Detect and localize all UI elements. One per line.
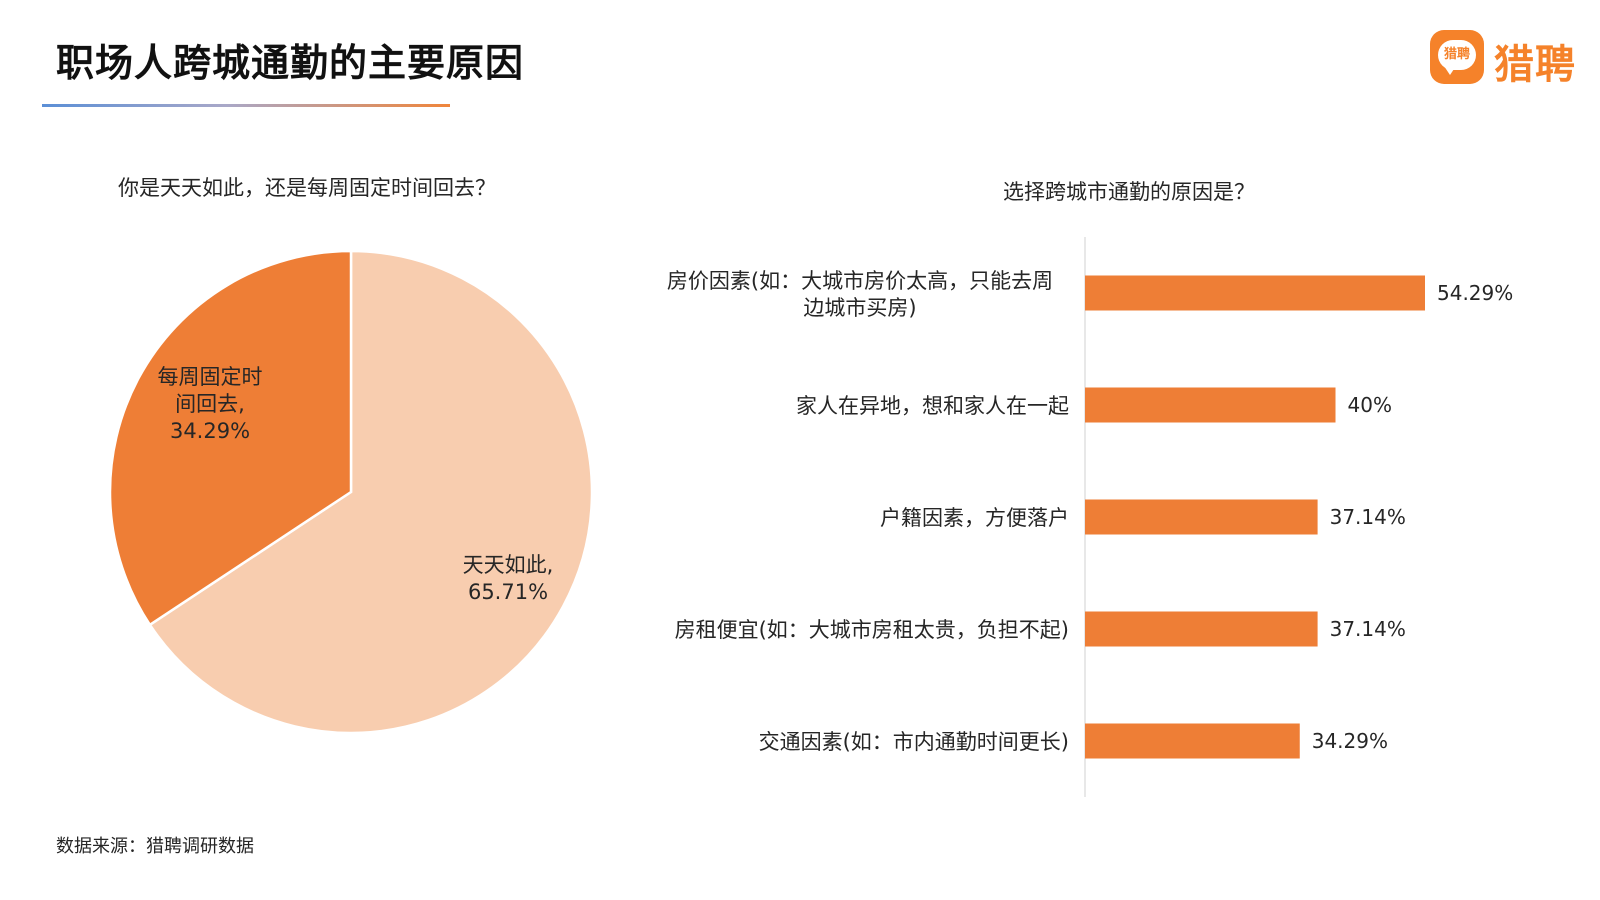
bar-category-label: 交通因素(如：市内通勤时间更长) [759, 730, 1069, 754]
title-underline [42, 104, 450, 107]
bar-value-label: 40% [1348, 393, 1392, 417]
logo-badge-text: 猎聘 [1438, 40, 1476, 70]
bar-value-label: 37.14% [1330, 505, 1406, 529]
pie-chart-title: 你是天天如此，还是每周固定时间回去？ [118, 176, 496, 200]
page-title: 职场人跨城通勤的主要原因 [56, 41, 525, 85]
bar [1085, 387, 1336, 423]
pie-slice [148, 249, 594, 735]
logo-badge-icon: 猎聘 [1430, 30, 1484, 84]
bar-category-label: 房价因素(如：大城市房价太高，只能去周边城市买房) [667, 269, 1053, 320]
data-source-note: 数据来源：猎聘调研数据 [56, 836, 254, 857]
bar-value-label: 37.14% [1330, 617, 1406, 641]
bar-value-label: 34.29% [1312, 729, 1388, 753]
bar-category-label: 房租便宜(如：大城市房租太贵，负担不起) [675, 618, 1069, 642]
pie-slice [108, 249, 353, 627]
pie-slice-label: 天天如此, 65.71% [463, 553, 554, 604]
bar-value-label: 54.29% [1437, 281, 1513, 305]
bar [1085, 499, 1318, 535]
bar-category-label: 家人在异地，想和家人在一起 [796, 394, 1069, 418]
bar [1085, 275, 1425, 311]
bar [1085, 611, 1318, 647]
bar-category-label: 户籍因素，方便落户 [880, 506, 1069, 530]
logo-text: 猎聘 [1494, 42, 1576, 88]
bar-chart-title: 选择跨城市通勤的原因是？ [1003, 180, 1255, 204]
pie-slice-label: 每周固定时间回去, 34.29% [158, 365, 263, 443]
bar [1085, 723, 1300, 759]
